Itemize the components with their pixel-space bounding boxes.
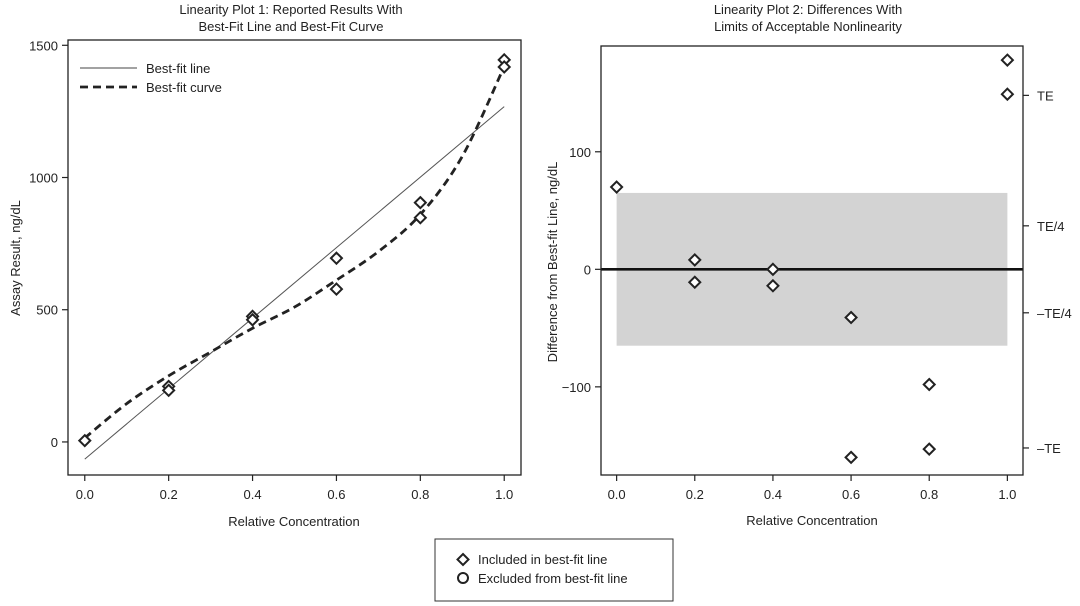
- plot2-y-tick-label: −100: [562, 380, 591, 395]
- plot2-title-line2: Limits of Acceptable Nonlinearity: [714, 19, 902, 34]
- plot2-right-tick-label: –TE: [1037, 441, 1061, 456]
- plot1-y-tick-label: 1000: [29, 171, 58, 186]
- plot1-data-point: [245, 312, 260, 327]
- plot1-y-axis-label: Assay Result, ng/dL: [8, 200, 23, 316]
- plot2-y-axis-label: Difference from Best-fit Line, ng/dL: [545, 162, 560, 363]
- plot1-title-line2: Best-Fit Line and Best-Fit Curve: [199, 19, 384, 34]
- plot1-data-point: [329, 251, 344, 266]
- plot2-y-tick-label: 0: [584, 262, 591, 277]
- plot1-legend: Best-fit line Best-fit curve: [80, 61, 222, 95]
- plot1-frame: [67, 39, 522, 476]
- plot2-right-tick-label: TE: [1037, 88, 1054, 103]
- plot1-axes: 0.0 0.2 0.4 0.6 0.8 1.0 0 500 1000 1500: [29, 38, 513, 502]
- plot2-data-point: [922, 377, 937, 392]
- plot1-x-tick-label: 0.0: [76, 487, 94, 502]
- legend-excluded-label: Excluded from best-fit line: [478, 571, 628, 586]
- plot2-data-point: [844, 310, 858, 325]
- plot2-x-tick-label: 0.6: [842, 487, 860, 502]
- plot2-frame: [600, 45, 1024, 476]
- best-fit-curve: [83, 65, 506, 440]
- plot1-x-tick-label: 1.0: [495, 487, 513, 502]
- plot2: Linearity Plot 2: Differences With Limit…: [545, 2, 1072, 528]
- legend-best-fit-curve-label: Best-fit curve: [146, 80, 222, 95]
- plot1-x-axis-label: Relative Concentration: [228, 514, 360, 529]
- circle-marker-icon: [457, 572, 469, 584]
- plot2-right-tick-label: TE/4: [1037, 219, 1064, 234]
- plot2-data-point: [766, 278, 780, 293]
- diamond-marker-icon: [456, 552, 470, 567]
- plot1-x-tick-label: 0.6: [327, 487, 345, 502]
- marker-legend: Included in best-fit line Excluded from …: [434, 538, 674, 602]
- plot2-y-tick-label: 100: [569, 145, 591, 160]
- plot1-data-point: [497, 60, 512, 74]
- plot1-data-point: [329, 282, 344, 297]
- plot2-right-tick-label: –TE/4: [1037, 306, 1072, 321]
- plot1-x-tick-label: 0.4: [244, 487, 262, 502]
- plot2-x-axis-label: Relative Concentration: [746, 513, 878, 528]
- plot1-data-point: [161, 383, 176, 398]
- plot2-data-point: [687, 275, 702, 290]
- plot2-data-point: [1000, 53, 1015, 68]
- plot2-points: [609, 53, 1015, 465]
- marker-legend-box: [434, 538, 674, 602]
- plot2-title-line1: Linearity Plot 2: Differences With: [714, 2, 902, 17]
- plot2-data-point: [922, 442, 937, 457]
- plot1-points: [77, 52, 512, 448]
- plot2-data-point: [687, 252, 702, 267]
- plot1-data-point: [413, 195, 428, 210]
- plot2-data-point: [1000, 87, 1015, 102]
- plot1-y-tick-label: 500: [36, 303, 58, 318]
- plot2-data-point: [609, 180, 624, 194]
- plot1: Linearity Plot 1: Reported Results With …: [8, 2, 522, 529]
- plot1-x-tick-label: 0.2: [160, 487, 178, 502]
- plot2-x-tick-label: 0.0: [608, 487, 626, 502]
- plot1-data-point: [77, 433, 92, 448]
- legend-included-label: Included in best-fit line: [478, 552, 607, 567]
- plot1-title-line1: Linearity Plot 1: Reported Results With: [179, 2, 402, 17]
- plot2-data-point: [766, 262, 780, 277]
- plot1-data-point: [413, 210, 428, 225]
- plot1-y-tick-label: 1500: [29, 38, 58, 53]
- plot1-y-tick-label: 0: [51, 435, 58, 450]
- plot1-fit-lines: [83, 65, 506, 460]
- plot2-x-tick-label: 0.2: [686, 487, 704, 502]
- plot2-axes: 0.0 0.2 0.4 0.6 0.8 1.0 −100 0 100 TE TE/4 –TE/4 –TE: [562, 88, 1072, 502]
- best-fit-line: [84, 106, 505, 460]
- plot2-data-point: [844, 450, 858, 465]
- plot2-x-tick-label: 0.8: [920, 487, 938, 502]
- plot2-x-tick-label: 1.0: [998, 487, 1016, 502]
- plot2-x-tick-label: 0.4: [764, 487, 782, 502]
- plot1-x-tick-label: 0.8: [411, 487, 429, 502]
- legend-best-fit-line-label: Best-fit line: [146, 61, 210, 76]
